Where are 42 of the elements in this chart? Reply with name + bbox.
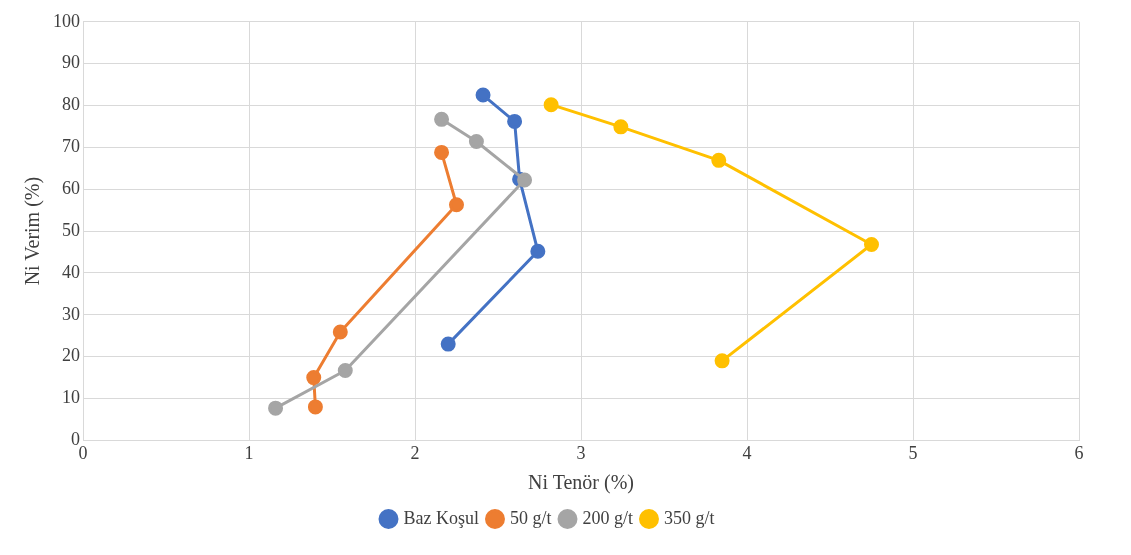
legend-label: 50 g/t: [509, 507, 552, 528]
point: [530, 243, 546, 259]
y-tick-label: 50: [62, 219, 80, 240]
x-axis-title: Ni Tenör (%): [528, 471, 634, 495]
point: [337, 362, 353, 378]
y-tick-label: 40: [62, 261, 80, 282]
y-tick-label: 100: [53, 10, 80, 31]
point: [517, 172, 533, 188]
y-tick-label: 60: [62, 177, 80, 198]
point: [613, 119, 629, 135]
x-tick-label: 4: [742, 442, 752, 463]
point: [306, 370, 322, 386]
y-tick-label: 70: [62, 136, 80, 157]
point: [332, 324, 348, 340]
x-tick-label: 2: [410, 442, 420, 463]
x-tick-label: 6: [1074, 442, 1084, 463]
y-tick-label: 0: [71, 429, 80, 450]
point: [307, 399, 323, 415]
point: [475, 87, 491, 103]
x-tick-label: 1: [244, 442, 254, 463]
point: [440, 336, 456, 352]
y-tick-label: 80: [62, 94, 80, 115]
point: [468, 134, 484, 150]
point: [268, 400, 284, 416]
point: [507, 113, 523, 129]
y-axis-title: Ni Verim (%): [21, 176, 45, 286]
point: [434, 111, 450, 127]
point: [711, 152, 727, 168]
legend-label: Baz Koşul: [403, 507, 479, 528]
x-tick-label: 5: [908, 442, 918, 463]
y-tick-label: 20: [62, 345, 80, 366]
point: [449, 197, 464, 213]
point: [864, 237, 879, 252]
point: [543, 97, 559, 113]
y-tick-label: 30: [62, 303, 80, 324]
y-tick-label: 90: [62, 52, 80, 73]
legend-label: 350 g/t: [664, 507, 715, 528]
y-tick-label: 10: [62, 387, 80, 408]
legend-label: 200 g/t: [582, 507, 634, 528]
x-tick-label: 3: [576, 442, 586, 463]
point: [434, 144, 450, 160]
point: [714, 353, 730, 369]
